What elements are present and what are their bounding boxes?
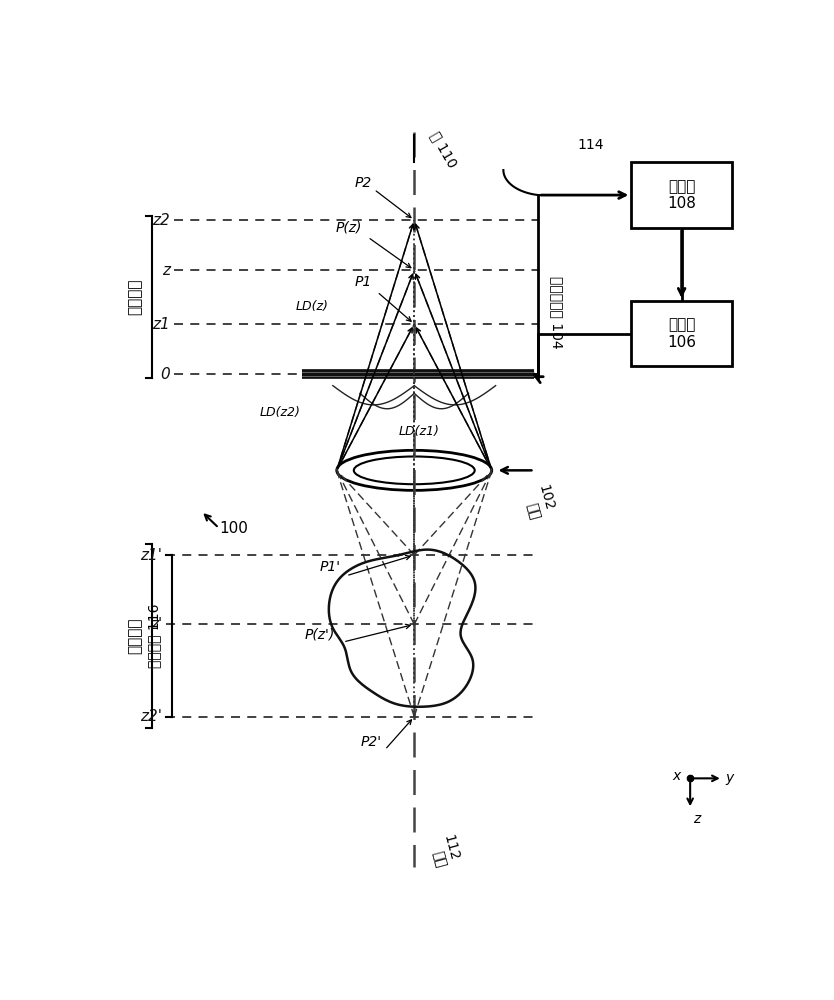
Text: 焦平面阵列 104: 焦平面阵列 104 (550, 276, 564, 349)
Text: z1': z1' (140, 548, 163, 563)
Text: z: z (693, 812, 701, 826)
Text: P2': P2' (360, 735, 382, 749)
Text: P(z'): P(z') (305, 627, 335, 641)
Text: 场景: 场景 (430, 849, 448, 869)
Text: 聚焦范围 116: 聚焦范围 116 (147, 604, 161, 668)
Text: z1: z1 (153, 317, 170, 332)
Text: 102: 102 (535, 483, 555, 512)
Text: z: z (162, 263, 170, 278)
Text: z2': z2' (140, 709, 163, 724)
Bar (631, 162, 732, 228)
Text: 致动器
106: 致动器 106 (667, 317, 696, 350)
Text: 轴 110: 轴 110 (428, 129, 460, 170)
Text: 100: 100 (219, 521, 248, 536)
Text: LD(z2): LD(z2) (259, 406, 300, 419)
Text: P1: P1 (354, 275, 372, 289)
Text: P(z): P(z) (335, 221, 362, 235)
Text: LD(z): LD(z) (296, 300, 329, 313)
Text: P1': P1' (319, 560, 340, 574)
Text: z2: z2 (153, 213, 170, 228)
Text: P2: P2 (354, 176, 372, 190)
Text: x: x (672, 769, 681, 783)
Text: 112: 112 (440, 833, 461, 862)
Text: 处理器
108: 处理器 108 (667, 179, 696, 211)
Bar (631, 301, 732, 366)
Text: z': z' (150, 617, 163, 632)
Text: LD(z1): LD(z1) (399, 425, 440, 438)
Text: 114: 114 (577, 138, 604, 152)
Text: y: y (726, 771, 734, 785)
Text: 对象空间: 对象空间 (128, 618, 143, 654)
Text: 场景: 场景 (525, 501, 542, 521)
Text: 图像空间: 图像空间 (128, 279, 143, 315)
Text: 0: 0 (160, 367, 170, 382)
